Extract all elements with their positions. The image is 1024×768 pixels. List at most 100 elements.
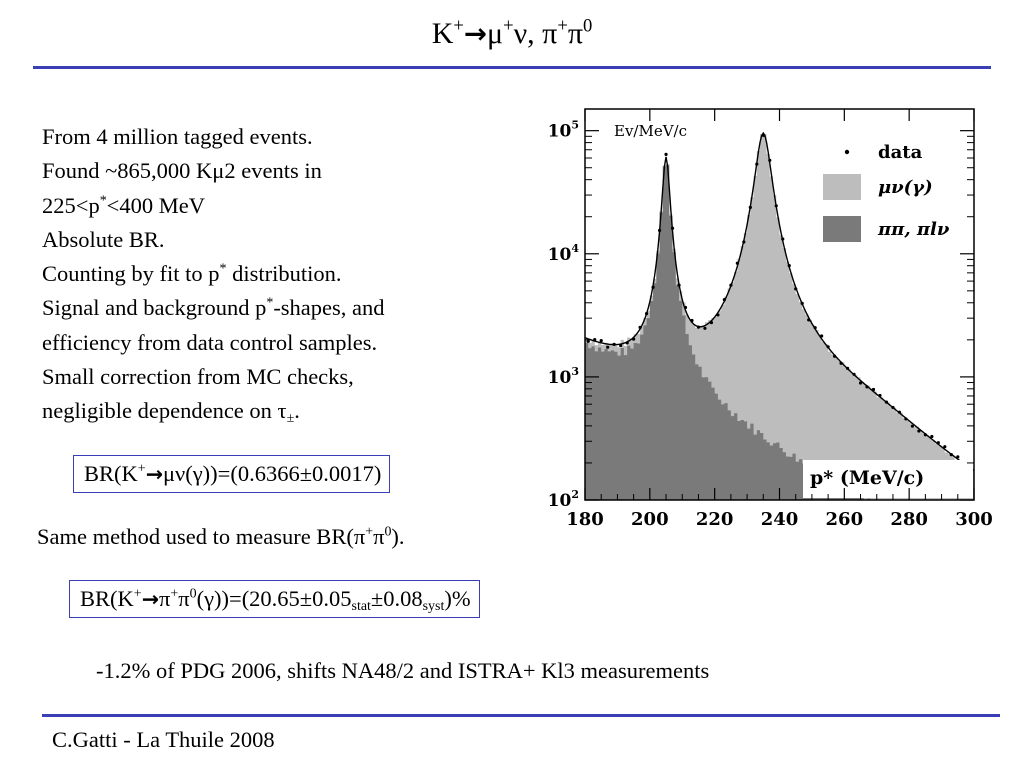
bullet-item: Found ~865,000 Kμ2 events in (42, 158, 322, 184)
right-arrow-icon: → (463, 17, 488, 50)
slide-title: K+→μ+ν, π+π0 (431, 15, 593, 50)
y-tick-label: 102 (548, 488, 579, 511)
x-tick-label: 220 (696, 509, 734, 530)
data-point (586, 339, 590, 343)
data-point (625, 341, 629, 345)
data-point (787, 263, 791, 268)
data-point (703, 326, 707, 330)
legend-swatch (823, 216, 861, 242)
data-point (852, 372, 856, 376)
data-point (632, 337, 636, 341)
data-point (800, 301, 804, 305)
data-point (910, 424, 915, 428)
momentum-histogram: 180 200 220 240 260 280 300 102 103 104 105 Ev/MeV/… (548, 108, 993, 530)
x-tick-label: 240 (761, 509, 799, 530)
y-tick-label: 104 (548, 242, 580, 265)
footer-text: C.Gatti - La Thuile 2008 (52, 727, 275, 752)
fit-curve (584, 131, 975, 472)
xlabel-backdrop (803, 460, 973, 498)
data-point (820, 334, 824, 338)
result-box-kpi2: BR(K+→π+π0(γ))=(20.65±0.05stat±0.08syst)… (69, 580, 480, 618)
legend-label: data (878, 142, 923, 163)
data-point (651, 285, 655, 289)
bullet-item: Signal and background p*-shapes, and (42, 295, 385, 321)
bullet-item: Small correction from MC checks, (42, 364, 354, 390)
data-point (774, 204, 778, 208)
data-point (858, 381, 863, 385)
x-axis-label: p* (MeV/c) (810, 467, 924, 489)
data-points (586, 133, 973, 473)
pdg-note: -1.2% of PDG 2006, shifts NA48/2 and IST… (96, 658, 710, 683)
data-point (638, 325, 642, 329)
data-point (833, 354, 837, 358)
data-point (593, 338, 597, 342)
data-point (709, 321, 714, 325)
x-tick-label: 180 (566, 509, 604, 530)
data-point (683, 305, 688, 310)
bullet-item: Absolute BR. (42, 226, 165, 252)
data-point (768, 158, 772, 162)
data-point (606, 345, 610, 349)
data-point (891, 405, 895, 410)
legend-label: ππ, πlν (877, 219, 950, 240)
bullet-item: efficiency from data control samples. (42, 329, 378, 355)
data-point (794, 287, 798, 291)
title-divider (33, 66, 991, 69)
data-point (677, 283, 681, 287)
data-point (599, 339, 603, 343)
data-point (917, 429, 921, 433)
right-arrow-icon: → (145, 462, 163, 486)
legend-label: μν(γ) (878, 177, 933, 198)
data-point (742, 240, 746, 244)
data-point (865, 385, 869, 389)
data-point (845, 366, 850, 370)
data-point (871, 387, 876, 392)
data-point (923, 433, 927, 437)
data-point (735, 261, 739, 265)
data-point (696, 325, 701, 329)
data-point (690, 318, 694, 323)
data-point (619, 343, 623, 348)
data-point (807, 318, 811, 322)
data-point (897, 410, 902, 414)
data-point (781, 237, 785, 241)
data-point (813, 326, 817, 330)
bullet-item: negligible dependence on τ±. (42, 398, 300, 427)
data-point (612, 342, 616, 346)
data-point (657, 228, 662, 233)
x-tick-label: 300 (955, 509, 993, 530)
data-point (670, 226, 675, 230)
data-point (956, 455, 960, 459)
x-tick-label: 260 (826, 509, 864, 530)
result-box-kmu2: BR(K+→μν(γ))=(0.6366±0.0017) (73, 455, 391, 493)
data-point (644, 311, 649, 316)
footer-divider (42, 714, 1000, 717)
bullet-list: From 4 million tagged events. Found ~865… (42, 120, 502, 429)
data-point (904, 417, 908, 421)
y-tick-label: 105 (548, 119, 579, 142)
data-point (716, 313, 720, 317)
x-tick-label: 200 (631, 509, 669, 530)
data-point (722, 298, 726, 302)
bullet-item: 225<p*<400 MeV (42, 192, 205, 218)
data-point (936, 441, 940, 445)
data-point (839, 361, 843, 365)
bullet-item: Counting by fit to p* distribution. (42, 261, 342, 287)
data-point (884, 400, 889, 404)
data-point (729, 283, 733, 287)
background-histogram (585, 164, 974, 500)
y-unit-label: Ev/MeV/c (614, 122, 687, 140)
data-point (664, 152, 668, 156)
data-point (949, 452, 953, 457)
legend-swatch (823, 174, 861, 200)
data-point (878, 393, 882, 398)
data-point (943, 445, 947, 449)
bullet-item: From 4 million tagged events. (42, 124, 313, 149)
right-arrow-icon: → (141, 587, 159, 611)
data-point (930, 434, 934, 439)
same-method-text: Same method used to measure BR(π+π0). (37, 524, 405, 549)
y-tick-label: 103 (548, 365, 579, 388)
data-point (748, 205, 752, 210)
legend-marker (844, 149, 850, 155)
data-point (761, 133, 765, 137)
